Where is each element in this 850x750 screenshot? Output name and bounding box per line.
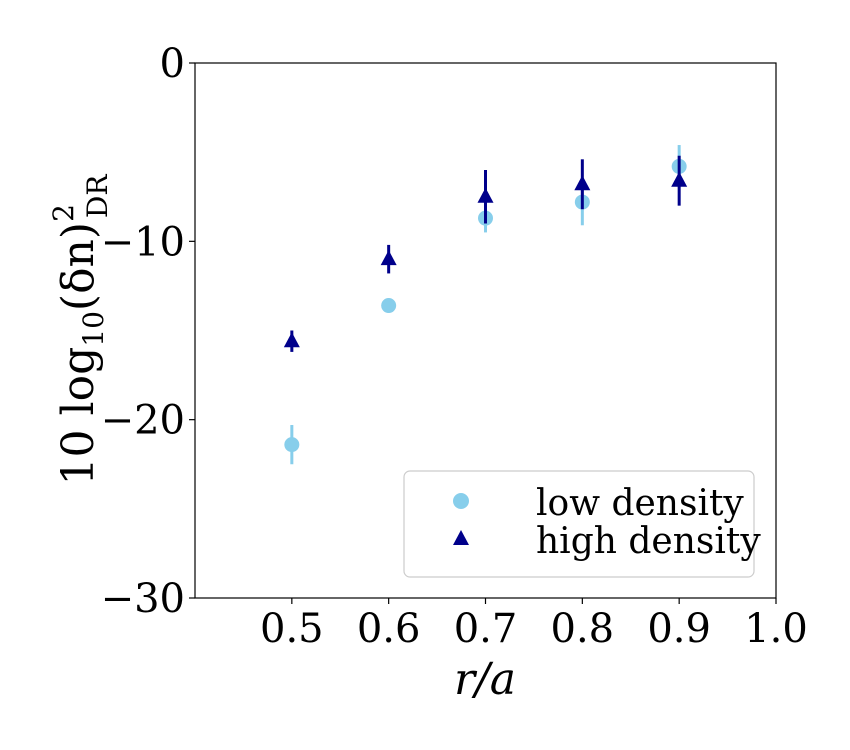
y-tick-label: −10 [101, 219, 185, 265]
legend-marker-low-density [453, 493, 469, 509]
y-label-sup: 2 [47, 204, 80, 222]
y-label-main: 10 log [53, 347, 104, 486]
legend-box [403, 470, 755, 578]
y-axis-label: 10 log10(δn)2DR [47, 174, 114, 486]
svg-text:10 log10(δn)2DR: 10 log10(δn)2DR [47, 174, 114, 486]
legend: low density high density [403, 470, 761, 578]
x-tick-label: 0.7 [454, 606, 518, 652]
point-low-density [381, 298, 397, 314]
point-high-density [477, 187, 494, 203]
legend-marker-high-density [453, 530, 469, 545]
point-high-density [671, 171, 688, 187]
x-tick-label: 0.5 [260, 606, 324, 652]
y-tick-label: 0 [160, 41, 185, 87]
x-tick-label: 0.8 [551, 606, 615, 652]
point-high-density [574, 175, 591, 191]
x-tick-label: 0.6 [357, 606, 421, 652]
y-label-expr: (δn) [53, 222, 104, 311]
y-label-sub2: DR [81, 174, 114, 218]
point-high-density [380, 250, 397, 266]
x-axis-label: r/a [454, 654, 516, 705]
y-axis: 0 −10 −20 −30 [101, 41, 195, 622]
point-low-density [284, 437, 300, 453]
legend-label-low-density: low density [536, 483, 744, 524]
y-tick-label: −30 [101, 576, 185, 622]
data-marks [283, 145, 688, 465]
x-axis: 0.5 0.6 0.7 0.8 0.9 1.0 [260, 598, 808, 652]
point-high-density [283, 332, 300, 348]
y-label-sub: 10 [77, 311, 110, 347]
x-tick-label: 1.0 [744, 606, 808, 652]
legend-label-high-density: high density [536, 521, 761, 562]
x-tick-label: 0.9 [647, 606, 711, 652]
y-tick-label: −20 [101, 398, 185, 444]
